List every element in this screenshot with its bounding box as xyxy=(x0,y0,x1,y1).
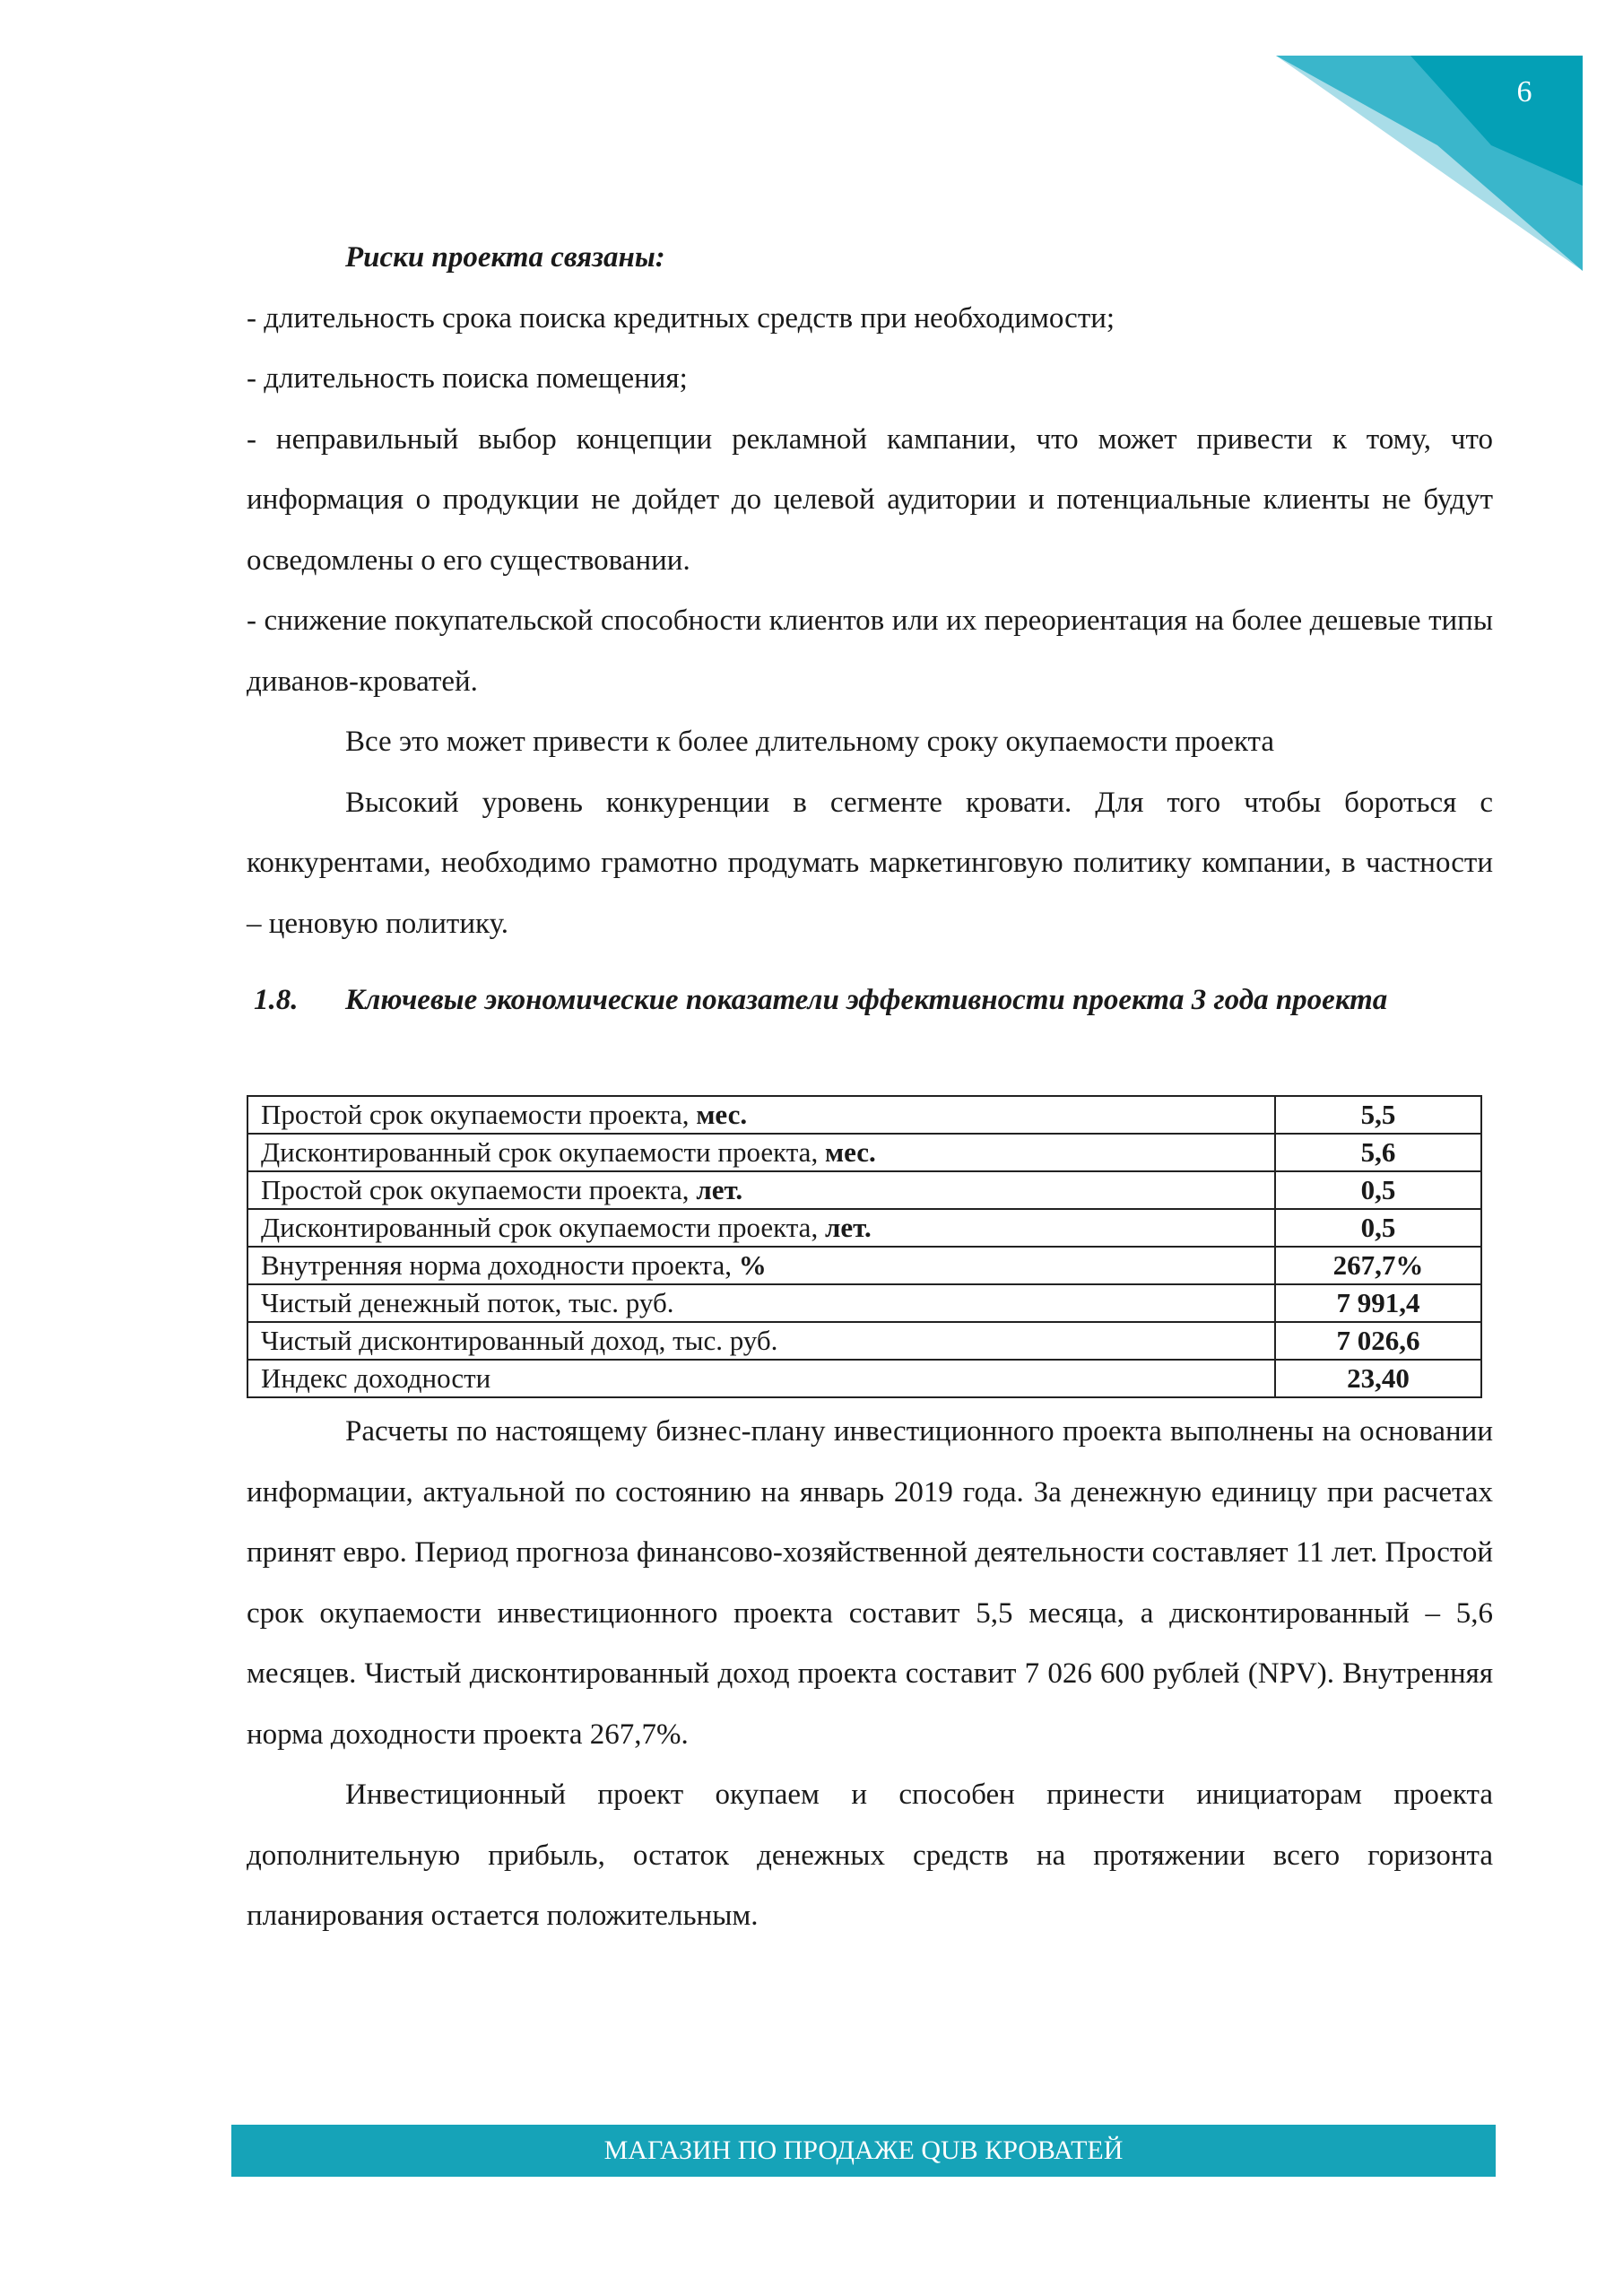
table-row: Дисконтированный срок окупаемости проект… xyxy=(247,1208,1482,1248)
conclusion-paragraph: Расчеты по настоящему бизнес-плану инвес… xyxy=(247,1415,1493,1751)
table-row: Чистый дисконтированный доход, тыс. руб.… xyxy=(247,1321,1482,1361)
indicator-value: 0,5 xyxy=(1274,1170,1482,1210)
indicator-value: 23,40 xyxy=(1274,1359,1482,1398)
risks-section: Риски проекта связаны: - длительность ср… xyxy=(247,228,1493,954)
risk-item: - неправильный выбор концепции рекламной… xyxy=(247,422,1493,577)
unit-text: мес. xyxy=(696,1099,748,1130)
indicator-value: 0,5 xyxy=(1274,1208,1482,1248)
label-text: Чистый дисконтированный доход, тыс. руб. xyxy=(261,1325,778,1356)
unit-text: лет. xyxy=(824,1212,872,1243)
indicator-value: 7 991,4 xyxy=(1274,1283,1482,1323)
indicator-label: Индекс доходности xyxy=(247,1359,1276,1398)
indicator-label: Дисконтированный срок окупаемости проект… xyxy=(247,1133,1276,1172)
label-text: Дисконтированный срок окупаемости проект… xyxy=(261,1136,825,1168)
label-text: Дисконтированный срок окупаемости проект… xyxy=(261,1212,825,1243)
risks-summary: Все это может привести к более длительно… xyxy=(345,726,1275,758)
unit-text: лет. xyxy=(696,1174,743,1205)
indicator-value: 5,5 xyxy=(1274,1095,1482,1135)
risk-item: - снижение покупательской способности кл… xyxy=(247,604,1493,698)
indicator-value: 7 026,6 xyxy=(1274,1321,1482,1361)
indicator-label: Простой срок окупаемости проекта, мес. xyxy=(247,1095,1276,1135)
indicator-label: Чистый дисконтированный доход, тыс. руб. xyxy=(247,1321,1276,1361)
table-row: Индекс доходности 23,40 xyxy=(247,1359,1482,1398)
footer-banner: МАГАЗИН ПО ПРОДАЖЕ QUB КРОВАТЕЙ xyxy=(231,2125,1496,2177)
page-number: 6 xyxy=(1516,75,1532,109)
table-row: Простой срок окупаемости проекта, мес. 5,… xyxy=(247,1095,1482,1135)
label-text: Простой срок окупаемости проекта, xyxy=(261,1174,697,1205)
indicator-value: 5,6 xyxy=(1274,1133,1482,1172)
risk-item: - длительность поиска помещения; xyxy=(247,362,688,395)
risk-item: - длительность срока поиска кредитных ср… xyxy=(247,301,1115,335)
table-row: Чистый денежный поток, тыс. руб. 7 991,4 xyxy=(247,1283,1482,1323)
section-heading: 1.8. Ключевые экономические показатели эф… xyxy=(247,978,1493,1022)
competition-paragraph: Высокий уровень конкуренции в сегменте к… xyxy=(247,786,1493,940)
indicator-value: 267,7% xyxy=(1274,1246,1482,1285)
indicator-label: Чистый денежный поток, тыс. руб. xyxy=(247,1283,1276,1323)
label-text: Простой срок окупаемости проекта, xyxy=(261,1099,697,1130)
unit-text: мес. xyxy=(824,1136,876,1168)
indicator-label: Внутренняя норма доходности проекта, % xyxy=(247,1246,1276,1285)
indicator-label: Простой срок окупаемости проекта, лет. xyxy=(247,1170,1276,1210)
unit-text: % xyxy=(738,1249,767,1281)
indicator-label: Дисконтированный срок окупаемости проект… xyxy=(247,1208,1276,1248)
risks-title: Риски проекта связаны: xyxy=(345,241,665,274)
corner-decoration xyxy=(1276,56,1583,271)
section-number: 1.8. xyxy=(254,984,299,1016)
conclusion-section: Расчеты по настоящему бизнес-плану инвес… xyxy=(247,1402,1493,1947)
indicators-table: Простой срок окупаемости проекта, мес. 5,… xyxy=(247,1095,1482,1398)
label-text: Внутренняя норма доходности проекта, xyxy=(261,1249,739,1281)
label-text: Индекс доходности xyxy=(261,1362,491,1394)
table-row: Простой срок окупаемости проекта, лет. 0,… xyxy=(247,1170,1482,1210)
conclusion-paragraph: Инвестиционный проект окупаем и способен… xyxy=(247,1779,1493,1932)
label-text: Чистый денежный поток, тыс. руб. xyxy=(261,1287,674,1318)
table-row: Дисконтированный срок окупаемости проект… xyxy=(247,1133,1482,1172)
table-row: Внутренняя норма доходности проекта, % 26… xyxy=(247,1246,1482,1285)
section-title: Ключевые экономические показатели эффект… xyxy=(345,984,1388,1016)
